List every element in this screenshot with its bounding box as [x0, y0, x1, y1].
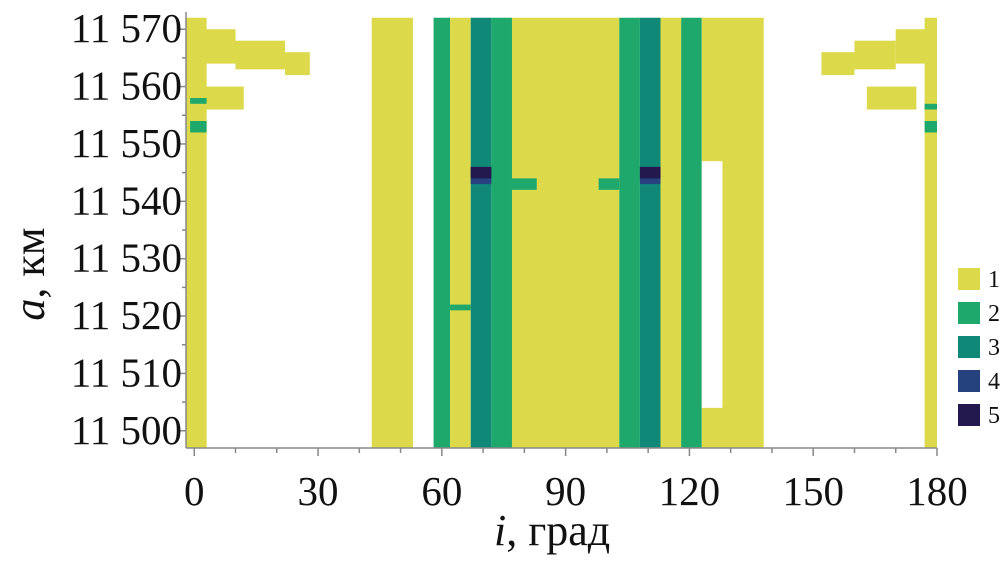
heatmap-cell-class-2	[433, 17, 451, 448]
axes	[179, 12, 938, 456]
heatmap-cell-class-5	[470, 166, 492, 179]
legend-swatch-1	[958, 268, 980, 290]
y-tick-label: 11 500	[71, 407, 182, 453]
legend-label-5: 5	[988, 403, 1000, 429]
heatmap-cell-class-2	[619, 17, 640, 448]
x-tick-label: 120	[659, 468, 721, 514]
heatmap-cell-class-2	[450, 304, 471, 311]
heatmap-cell-class-1	[235, 40, 286, 70]
heatmap-cell-class-2	[190, 121, 207, 133]
legend-label-3: 3	[988, 335, 1000, 361]
y-tick-label: 11 530	[71, 235, 182, 281]
heatmap-cell-class-1	[866, 86, 917, 110]
legend: 1 2 3 4 5	[958, 267, 1000, 429]
heatmap-cell-class-2	[681, 17, 702, 448]
heatmap-cell-class-1	[660, 17, 682, 448]
y-tick-label: 11 540	[71, 177, 182, 223]
legend-label-4: 4	[988, 369, 1000, 395]
x-tick-label: 30	[298, 468, 339, 514]
heatmap-cell-class-2	[598, 178, 620, 190]
x-axis-unit: , град	[506, 506, 610, 555]
heatmap-cell-class-1	[285, 52, 310, 76]
y-tick-label: 11 560	[71, 63, 182, 109]
legend-swatch-4	[958, 370, 980, 392]
heatmap-cell-class-2	[491, 17, 512, 448]
heatmap-cell-class-5	[639, 166, 661, 179]
heatmap-cell-class-2	[190, 98, 207, 104]
x-tick-label: 180	[906, 468, 968, 514]
y-axis-variable: a	[5, 299, 54, 321]
heatmap-cell-class-2	[924, 103, 937, 110]
y-tick-label: 11 520	[71, 292, 182, 338]
y-tick-label: 11 510	[71, 349, 182, 395]
tick-labels: 11 500 11 510 11 520 11 530 11 540 11 550 11 5…	[71, 5, 968, 514]
heatmap-cell-class-2	[511, 178, 537, 190]
heatmap-cell-class-1	[194, 29, 236, 64]
heatmap-regions	[186, 17, 937, 448]
heatmap-cell-class-1	[854, 40, 896, 70]
legend-label-2: 2	[988, 301, 1000, 327]
x-axis-label: i, град	[494, 506, 610, 555]
legend-swatch-2	[958, 302, 980, 324]
y-axis-unit: , км	[5, 227, 54, 298]
y-tick-label: 11 550	[71, 120, 182, 166]
y-axis-label: a, км	[5, 227, 54, 320]
axis-labels: i, град a, км	[5, 227, 610, 555]
x-tick-label: 60	[421, 468, 462, 514]
x-tick-label: 0	[184, 468, 205, 514]
heatmap-cell-class-1	[924, 17, 937, 448]
legend-swatch-5	[958, 404, 980, 426]
heatmap-cell-class-3	[639, 17, 661, 448]
x-axis-variable: i	[494, 506, 506, 555]
legend-label-1: 1	[988, 267, 1000, 293]
heatmap-cell-class-1	[821, 52, 855, 76]
heatmap-cell-class-1	[371, 17, 413, 448]
heatmap-cell-class-3	[470, 17, 492, 448]
heatmap-cell-class-2	[924, 121, 937, 133]
legend-swatch-3	[958, 336, 980, 358]
x-tick-label: 150	[782, 468, 844, 514]
empty-region	[701, 161, 723, 408]
y-tick-label: 11 570	[71, 5, 182, 51]
x-tick-label: 90	[545, 468, 586, 514]
heatmap-cell-class-1	[450, 17, 471, 448]
heatmap-cell-class-1	[511, 17, 620, 448]
